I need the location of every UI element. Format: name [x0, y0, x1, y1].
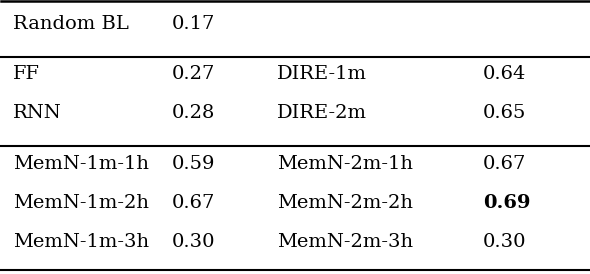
- Text: MemN-2m-2h: MemN-2m-2h: [277, 194, 414, 212]
- Text: 0.64: 0.64: [483, 65, 526, 83]
- Text: 0.30: 0.30: [483, 233, 526, 251]
- Text: DIRE-1m: DIRE-1m: [277, 65, 368, 83]
- Text: 0.28: 0.28: [172, 104, 215, 122]
- Text: MemN-1m-1h: MemN-1m-1h: [13, 155, 149, 173]
- Text: 0.67: 0.67: [172, 194, 215, 212]
- Text: 0.65: 0.65: [483, 104, 526, 122]
- Text: MemN-2m-3h: MemN-2m-3h: [277, 233, 414, 251]
- Text: 0.69: 0.69: [483, 194, 530, 212]
- Text: FF: FF: [13, 65, 40, 83]
- Text: DIRE-2m: DIRE-2m: [277, 104, 368, 122]
- Text: Random BL: Random BL: [13, 15, 129, 33]
- Text: 0.30: 0.30: [172, 233, 215, 251]
- Text: 0.27: 0.27: [172, 65, 215, 83]
- Text: MemN-1m-3h: MemN-1m-3h: [13, 233, 149, 251]
- Text: 0.17: 0.17: [172, 15, 215, 33]
- Text: 0.59: 0.59: [172, 155, 215, 173]
- Text: RNN: RNN: [13, 104, 62, 122]
- Text: MemN-2m-1h: MemN-2m-1h: [277, 155, 414, 173]
- Text: MemN-1m-2h: MemN-1m-2h: [13, 194, 149, 212]
- Text: 0.67: 0.67: [483, 155, 526, 173]
